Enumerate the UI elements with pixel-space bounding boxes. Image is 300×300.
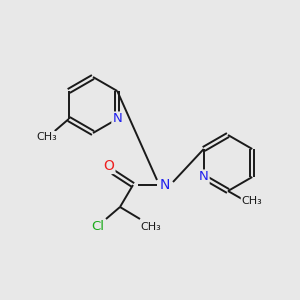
Text: N: N (112, 112, 122, 125)
Text: N: N (160, 178, 170, 192)
Text: O: O (103, 159, 114, 173)
Text: Cl: Cl (92, 220, 104, 233)
Text: CH₃: CH₃ (141, 222, 161, 232)
Text: CH₃: CH₃ (36, 132, 57, 142)
Text: N: N (199, 170, 208, 184)
Text: CH₃: CH₃ (242, 196, 262, 206)
